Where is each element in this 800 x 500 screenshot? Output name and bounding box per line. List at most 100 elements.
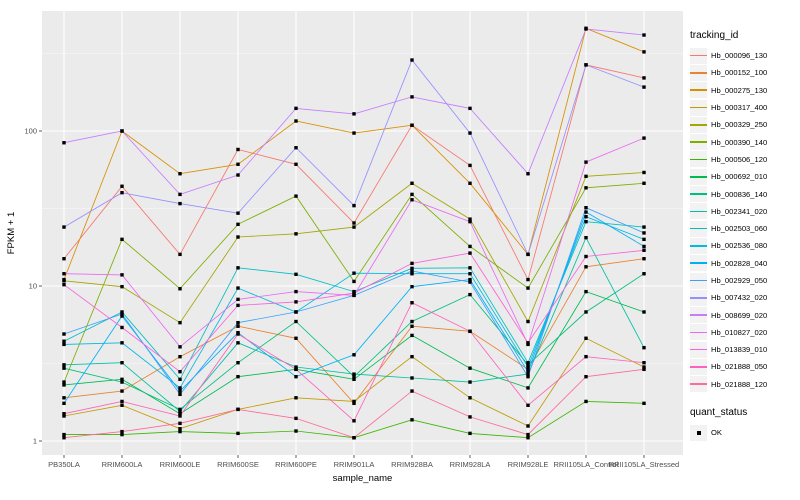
data-point-marker [352, 436, 356, 440]
data-point-marker [294, 106, 298, 111]
x-axis-title: sample_name [333, 473, 393, 484]
data-point-marker [642, 33, 646, 37]
data-point-marker [584, 214, 588, 219]
data-point-marker [642, 85, 646, 89]
data-point-marker [410, 181, 414, 185]
legend-key-swatch [690, 64, 707, 81]
data-point-marker [584, 265, 588, 269]
legend-item: Hb_002503_060 [690, 220, 798, 237]
data-point-marker [178, 386, 182, 390]
data-point-marker [62, 332, 66, 336]
data-point-marker [352, 377, 356, 382]
x-tick-label: RRIM600LE [160, 460, 201, 469]
data-point-marker [642, 345, 646, 350]
data-point-marker [526, 424, 530, 428]
legend-item: Hb_002828_040 [690, 255, 798, 272]
data-point-marker [352, 279, 356, 284]
data-point-marker [526, 367, 530, 372]
data-point-marker [120, 380, 124, 384]
quant-status-legend: quant_status OK [690, 407, 798, 441]
data-point-marker [584, 374, 588, 379]
legend-item: Hb_000152_100 [690, 64, 798, 81]
data-point-marker [294, 336, 298, 340]
data-point-marker [642, 170, 646, 175]
data-point-marker [468, 277, 472, 282]
data-point-marker [120, 129, 124, 133]
data-point-marker [410, 324, 414, 328]
data-point-marker [410, 389, 414, 393]
data-point-marker [584, 310, 588, 314]
legend-key-swatch [690, 151, 707, 168]
quant-key-swatch [690, 424, 707, 441]
legend-key-swatch [690, 47, 707, 64]
data-point-marker [120, 399, 124, 404]
data-point-marker [178, 192, 182, 197]
data-point-marker [62, 141, 66, 145]
data-point-marker [584, 210, 588, 214]
data-point-marker [178, 412, 182, 416]
data-point-marker [62, 339, 66, 343]
data-point-marker [178, 414, 182, 418]
legend-line-icon [690, 279, 707, 282]
data-point-marker [526, 403, 530, 407]
legend-key-swatch [690, 168, 707, 185]
data-point-marker [294, 367, 298, 372]
data-point-marker [62, 342, 66, 347]
data-point-marker [352, 353, 356, 357]
data-point-marker [584, 254, 588, 259]
data-point-marker [294, 416, 298, 421]
data-point-marker [236, 431, 240, 436]
data-point-marker [642, 76, 646, 80]
legend-item-label: Hb_000275_130 [711, 85, 768, 95]
data-point-marker [410, 266, 414, 271]
data-point-marker [178, 252, 182, 257]
data-point-marker [294, 396, 298, 400]
data-point-marker [526, 372, 530, 376]
data-point-marker [294, 232, 298, 236]
legend-key-swatch [690, 358, 707, 375]
data-point-marker [178, 409, 182, 414]
data-point-marker [236, 341, 240, 345]
legend-item: Hb_008699_020 [690, 306, 798, 324]
legend-key-swatch [690, 376, 707, 393]
data-point-marker [236, 286, 240, 290]
y-tick-label: 1 [33, 437, 37, 446]
data-point-marker [584, 219, 588, 224]
data-point-marker [410, 269, 414, 273]
data-point-marker [120, 403, 124, 407]
data-point-marker [352, 131, 356, 135]
legend-key-swatch [690, 99, 707, 116]
data-point-marker [642, 272, 646, 276]
data-point-marker [178, 429, 182, 434]
x-tick-label: RRII105LA_Stressed [609, 460, 679, 469]
data-point-marker [236, 332, 240, 336]
legend-item-label: Hb_000329_250 [711, 120, 768, 130]
legend-item-label: Hb_008699_020 [711, 310, 768, 320]
data-point-marker [410, 58, 414, 62]
data-point-marker [410, 198, 414, 202]
data-point-marker [62, 366, 66, 370]
data-point-marker [120, 361, 124, 365]
data-point-marker [62, 380, 66, 384]
legend-item-label: Hb_002536_080 [711, 241, 768, 251]
legend-key-swatch [690, 237, 707, 254]
data-point-marker [236, 211, 240, 215]
quant-legend-item: OK [690, 424, 798, 441]
data-point-marker [642, 181, 646, 185]
data-point-marker [410, 284, 414, 289]
data-point-marker [410, 376, 414, 380]
legend-key-swatch [690, 324, 707, 341]
data-point-marker [62, 279, 66, 283]
data-point-marker [120, 389, 124, 393]
data-point-marker [642, 257, 646, 261]
legend-item: Hb_000329_250 [690, 116, 798, 133]
data-point-marker [178, 407, 182, 412]
data-point-marker [236, 222, 240, 227]
data-point-marker [352, 374, 356, 379]
legend-item: Hb_002929_050 [690, 272, 798, 289]
data-point-marker [468, 219, 472, 224]
data-point-marker [236, 361, 240, 365]
data-point-marker [120, 429, 124, 434]
data-point-marker [352, 112, 356, 116]
legend: tracking_id Hb_000096_130 Hb_000152_100 Hb… [690, 30, 798, 441]
